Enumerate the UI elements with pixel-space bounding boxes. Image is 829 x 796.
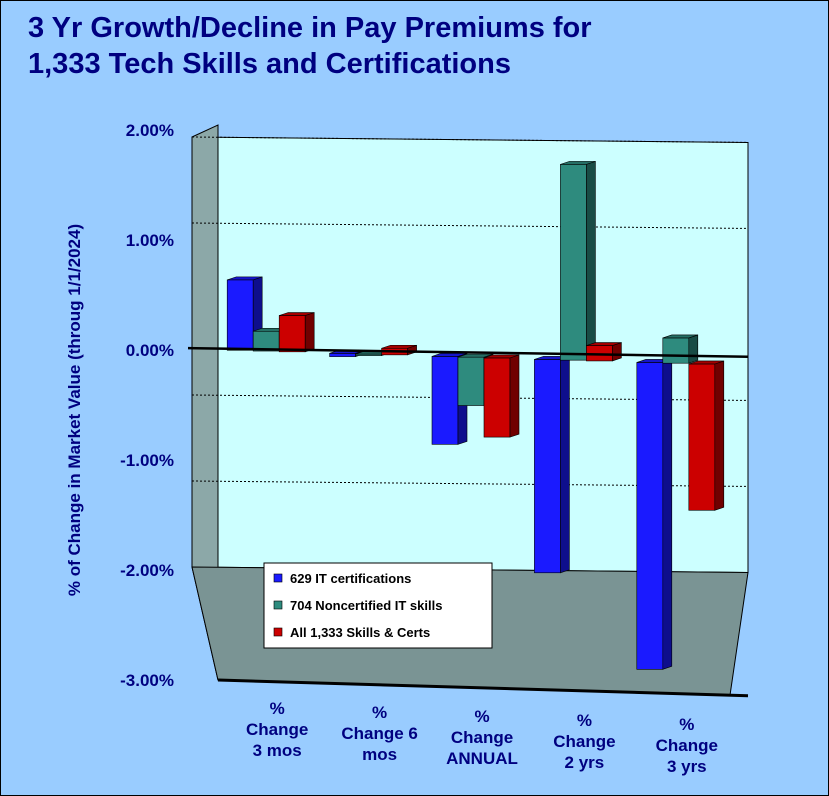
bar [586, 342, 622, 362]
category-label-line: % [679, 715, 694, 734]
bars [226, 160, 725, 670]
bar-front [329, 353, 356, 357]
category-label-line: mos [362, 745, 397, 764]
y-axis-title: % of Change in Market Value (throug 1/1/… [65, 224, 84, 596]
legend: 629 IT certifications 704 Noncertified IT… [263, 562, 493, 649]
category-label: % Change 6 mos [341, 703, 418, 764]
category-label-line: Change 6 [341, 724, 418, 743]
bar-top [560, 161, 596, 165]
category-label-line: % [577, 711, 592, 730]
bar-side [560, 355, 570, 574]
y-tick-label: -2.00% [120, 561, 174, 580]
category-label-line: % [372, 703, 387, 722]
x-axis-line [217, 678, 749, 698]
bar-front [636, 362, 664, 670]
grid-lines [191, 136, 749, 487]
legend-box [263, 562, 493, 649]
legend-swatch [273, 627, 283, 637]
bar-front [457, 356, 485, 406]
category-label: % Change 3 yrs [656, 715, 718, 776]
bar [534, 355, 570, 574]
grid-line [191, 222, 749, 229]
category-label-line: Change [553, 732, 615, 751]
zero-line [187, 346, 749, 358]
chart-title-line-2: 1,333 Tech Skills and Certifications [28, 48, 511, 80]
bar-side [662, 359, 673, 670]
category-label-line: 3 yrs [667, 757, 707, 776]
bar-top [662, 334, 698, 339]
bar [662, 334, 699, 364]
legend-label: 629 IT certifications [290, 571, 411, 586]
category-label-line: Change [451, 728, 513, 747]
bar-front [534, 359, 561, 574]
y-tick-labels: 2.00% 1.00% 0.00% -1.00% -2.00% -3.00% [120, 121, 174, 690]
category-label-line: 2 yrs [565, 753, 605, 772]
zero-axis [187, 346, 749, 358]
category-label-line: ANNUAL [446, 749, 518, 768]
y-tick-label: 0.00% [126, 341, 174, 360]
bar-top [227, 276, 263, 281]
category-label: % Change ANNUAL [446, 707, 518, 768]
grid-line [191, 136, 749, 143]
category-label: % Change 2 yrs [553, 711, 615, 772]
bar-front [431, 356, 459, 445]
y-tick-label: -1.00% [120, 451, 174, 470]
category-label-line: % [270, 699, 285, 718]
legend-label: All 1,333 Skills & Certs [290, 625, 430, 640]
y-tick-label: -3.00% [120, 671, 174, 690]
bar-top [483, 354, 520, 359]
bar-side [304, 312, 315, 353]
bar [560, 160, 596, 361]
category-label-line: 3 mos [253, 741, 302, 760]
chart-title-line-1: 3 Yr Growth/Decline in Pay Premiums for [28, 12, 592, 44]
category-labels: % Change 3 mos% Change 6 mos% Change ANNUAL% Ch… [246, 699, 718, 776]
bar [483, 354, 520, 438]
legend-swatch [273, 600, 283, 610]
chart-title: 3 Yr Growth/Decline in Pay Premiums for … [28, 10, 788, 82]
legend-swatch [273, 573, 283, 583]
bar-side [586, 160, 596, 361]
bar-side [714, 360, 725, 511]
category-label-line: Change [246, 720, 308, 739]
bar [278, 312, 315, 353]
category-label-line: % [474, 707, 489, 726]
bar-top [381, 344, 417, 349]
bar-front [483, 357, 511, 438]
bar [636, 359, 673, 670]
bar [688, 360, 725, 511]
bar-top [279, 312, 315, 316]
category-label: % Change 3 mos [246, 699, 308, 760]
bar-front [688, 363, 716, 511]
grid-line [191, 394, 749, 401]
bar-front [662, 337, 690, 364]
bar-top [457, 353, 494, 358]
bar-front [226, 279, 254, 351]
grid-line [191, 480, 749, 487]
bar-side [509, 354, 520, 438]
y-tick-label: 1.00% [126, 231, 174, 250]
bar-front [278, 315, 306, 353]
bar-front [560, 164, 587, 361]
y-tick-label: 2.00% [126, 121, 174, 140]
category-label-line: Change [656, 736, 718, 755]
legend-label: 704 Noncertified IT skills [290, 598, 442, 613]
bar-top [688, 360, 724, 365]
bar-side [688, 334, 699, 364]
bar-top [586, 342, 622, 346]
